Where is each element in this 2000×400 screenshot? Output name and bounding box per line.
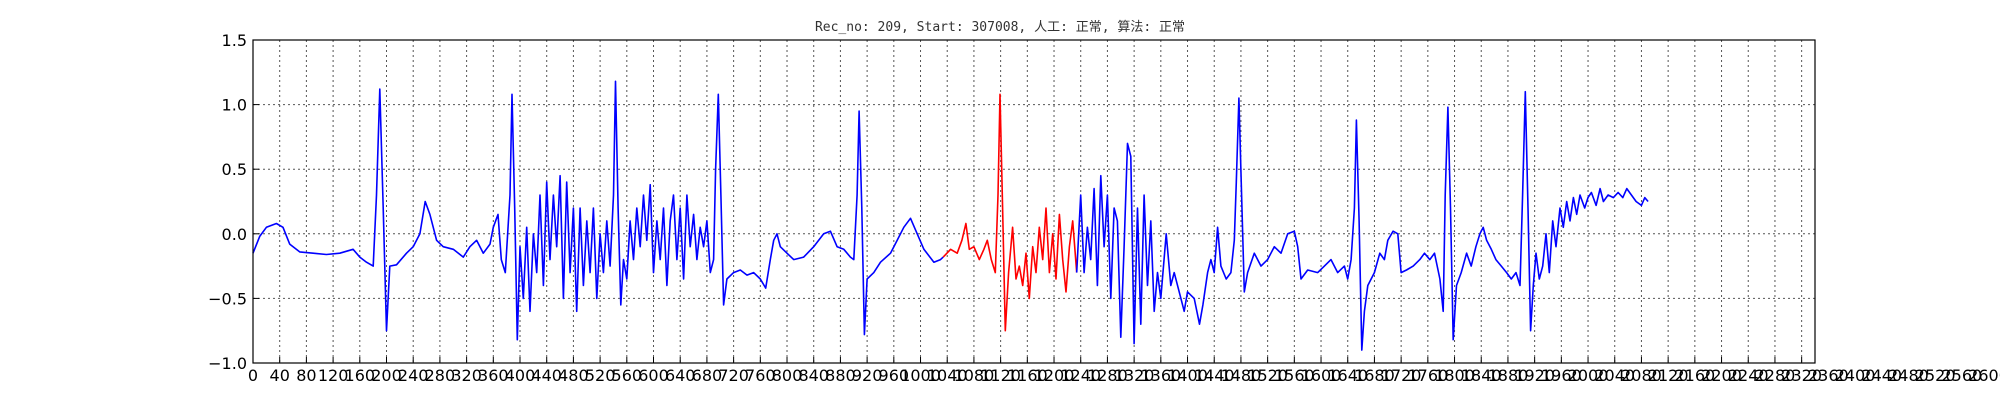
y-tick-label: −0.5 xyxy=(208,289,247,308)
x-tick-label: 2320 xyxy=(1781,366,1822,385)
x-tick-label: 400 xyxy=(505,366,536,385)
x-tick-label: 2040 xyxy=(1594,366,1635,385)
x-tick-label: 1720 xyxy=(1381,366,1422,385)
x-tick-label: 1320 xyxy=(1114,366,1155,385)
x-tick-label: 1360 xyxy=(1140,366,1181,385)
y-tick-label: −1.0 xyxy=(208,354,247,373)
x-tick-label: 280 xyxy=(425,366,456,385)
x-tick-label: 1880 xyxy=(1488,366,1529,385)
series-line-1 xyxy=(252,80,944,341)
x-tick-label: 1680 xyxy=(1354,366,1395,385)
x-tick-label: 880 xyxy=(825,366,856,385)
grid-layer xyxy=(253,40,1815,363)
x-tick-label: 1040 xyxy=(927,366,968,385)
x-tick-label: 80 xyxy=(296,366,316,385)
x-tick-label: 2200 xyxy=(1701,366,1742,385)
series-line-3 xyxy=(1075,90,1649,351)
x-tick-label: 2160 xyxy=(1674,366,1715,385)
x-tick-label: 2000 xyxy=(1568,366,1609,385)
x-tick-label: 560 xyxy=(612,366,643,385)
x-tick-label: 1280 xyxy=(1087,366,1128,385)
x-tick-label: 200 xyxy=(371,366,402,385)
x-tick-label: 1440 xyxy=(1194,366,1235,385)
x-tick-label: 360 xyxy=(478,366,509,385)
y-tick-label: 1.5 xyxy=(222,31,247,50)
series-line-2 xyxy=(942,93,1078,332)
chart-title: Rec_no: 209, Start: 307008, 人工: 正常, 算法: … xyxy=(815,20,1185,35)
x-tick-label: 1080 xyxy=(954,366,995,385)
y-tick-label: 1.0 xyxy=(222,96,247,115)
x-tick-label: 2360 xyxy=(1808,366,1849,385)
x-tick-label: 0 xyxy=(248,366,258,385)
x-tick-label: 800 xyxy=(772,366,803,385)
plot-frame xyxy=(252,39,1816,364)
x-tick-label: 1520 xyxy=(1247,366,1288,385)
x-tick-label: 1400 xyxy=(1167,366,1208,385)
x-tick-label: 440 xyxy=(531,366,562,385)
x-tick-label: 240 xyxy=(398,366,429,385)
series-layer xyxy=(252,80,1649,351)
x-tick-label: 120 xyxy=(318,366,349,385)
x-tick-label: 600 xyxy=(638,366,669,385)
x-tick-label: 1600 xyxy=(1301,366,1342,385)
y-axis: −1.0 −0.5 0.0 0.5 1.0 1.5 xyxy=(208,31,259,373)
x-tick-label: 520 xyxy=(585,366,616,385)
x-tick-label: 1960 xyxy=(1541,366,1582,385)
x-tick-label: 2080 xyxy=(1621,366,1662,385)
x-tick-label: 1200 xyxy=(1034,366,1075,385)
x-axis: 0 40 80 12016020024028032036040044048052056… xyxy=(248,357,2000,385)
x-tick-label: 480 xyxy=(558,366,589,385)
x-tick-label: 640 xyxy=(665,366,696,385)
x-tick-label: 920 xyxy=(852,366,883,385)
x-tick-label: 2240 xyxy=(1728,366,1769,385)
x-tick-label: 1800 xyxy=(1434,366,1475,385)
x-tick-label: 2400 xyxy=(1835,366,1876,385)
x-tick-label: 2280 xyxy=(1755,366,1796,385)
x-tick-label: 1240 xyxy=(1060,366,1101,385)
x-tick-label: 2520 xyxy=(1915,366,1956,385)
x-tick-label: 160 xyxy=(345,366,376,385)
x-tick-label: 2440 xyxy=(1861,366,1902,385)
x-tick-label: 40 xyxy=(270,366,290,385)
x-tick-label: 1120 xyxy=(980,366,1021,385)
x-tick-label: 2120 xyxy=(1648,366,1689,385)
x-tick-label: 960 xyxy=(879,366,910,385)
x-tick-label: 680 xyxy=(692,366,723,385)
x-tick-label: 320 xyxy=(451,366,482,385)
x-tick-label: 840 xyxy=(798,366,829,385)
x-tick-label: 2480 xyxy=(1888,366,1929,385)
y-tick-label: 0.0 xyxy=(222,225,247,244)
x-tick-label: 720 xyxy=(718,366,749,385)
x-tick-label: 2560 xyxy=(1941,366,1982,385)
x-tick-label: 760 xyxy=(745,366,776,385)
y-tick-label: 0.5 xyxy=(222,160,247,179)
x-tick-label: 1000 xyxy=(900,366,941,385)
x-tick-label: 1760 xyxy=(1407,366,1448,385)
x-tick-label: 1560 xyxy=(1274,366,1315,385)
x-tick-label: 1160 xyxy=(1007,366,1048,385)
x-tick-label: 2600 xyxy=(1968,366,2000,385)
x-tick-label: 1640 xyxy=(1327,366,1368,385)
x-tick-label: 1840 xyxy=(1461,366,1502,385)
x-tick-label: 1920 xyxy=(1514,366,1555,385)
x-tick-label: 1480 xyxy=(1221,366,1262,385)
